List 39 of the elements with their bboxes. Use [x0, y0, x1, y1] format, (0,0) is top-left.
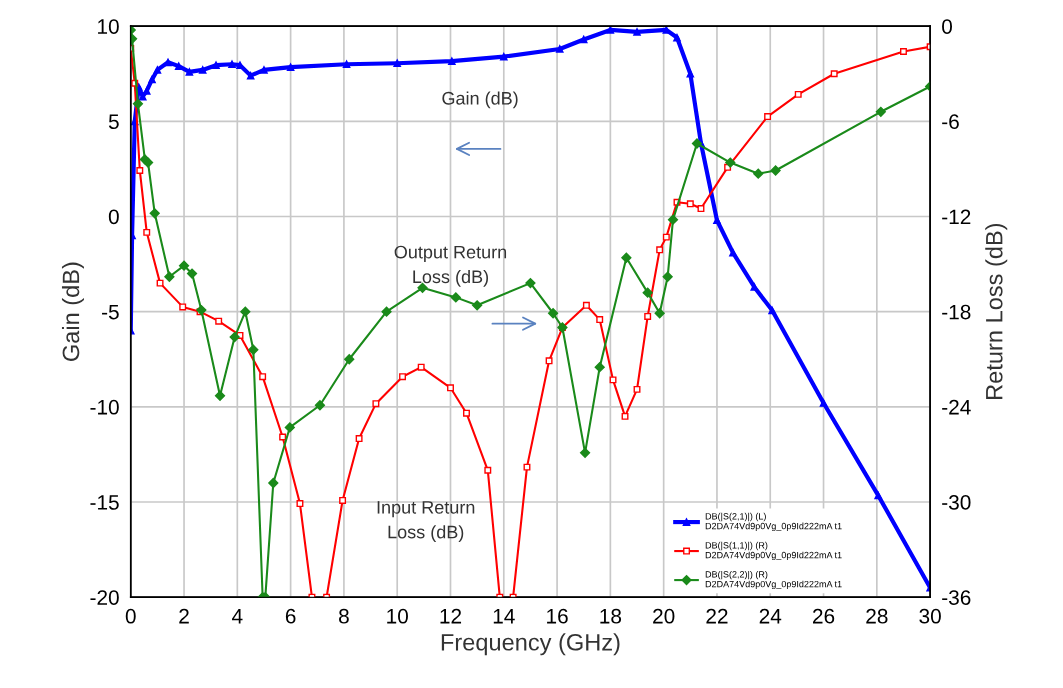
y-axis-title: Gain (dB)	[61, 262, 84, 361]
y2-tick-label: -6	[942, 114, 959, 130]
y-tick-label: 5	[108, 114, 119, 130]
x-tick-label: 4	[232, 609, 243, 624]
y2-tick-label: -12	[942, 209, 971, 225]
x-tick-label: 20	[653, 608, 675, 624]
x-tick-label: 14	[493, 609, 515, 624]
y-tick-label: -20	[90, 590, 119, 605]
y-tick-label: -15	[90, 495, 119, 510]
y2-axis-title: Return Loss (dB)	[985, 223, 1008, 399]
y2-tick-label: 0	[942, 19, 953, 34]
x-axis-title: Frequency (GHz)	[441, 633, 620, 656]
y2-tick-label: -18	[942, 304, 971, 320]
x-tick-label: 22	[706, 608, 728, 624]
annotation: Output Return Loss (dB)	[394, 245, 507, 287]
x-tick-label: 2	[179, 608, 189, 624]
legend-label: DB(|S(2,2)|) (R) D2DA74Vd9p0Vg_0p9Id222mA t1	[705, 570, 842, 590]
x-tick-label: 26	[813, 608, 835, 624]
x-tick-label: 30	[919, 608, 941, 624]
y2-tick-label: -24	[942, 399, 971, 415]
x-tick-label: 10	[387, 608, 408, 624]
y-tick-label: -5	[102, 304, 119, 320]
annotation: Gain (dB)	[442, 91, 518, 109]
x-tick-label: 18	[600, 608, 622, 624]
y-tick-label: 0	[108, 209, 119, 225]
x-tick-label: 0	[125, 608, 136, 624]
annotation: Input Return Loss (dB)	[377, 501, 475, 542]
x-tick-label: 16	[547, 608, 568, 624]
legend-label: DB(|S(2,1)|) (L) D2DA74Vd9p0Vg_0p9Id222mA t1	[705, 512, 842, 532]
y2-tick-label: -36	[942, 590, 971, 605]
y-tick-label: -10	[90, 399, 119, 415]
x-tick-label: 6	[285, 608, 296, 624]
x-tick-label: 24	[759, 608, 782, 624]
y-tick-label: 10	[98, 19, 119, 34]
x-tick-label: 28	[866, 608, 888, 624]
x-tick-label: 8	[339, 608, 349, 624]
y2-tick-label: -30	[942, 495, 971, 510]
x-tick-label: 12	[440, 608, 462, 624]
legend-label: DB(|S(1,1)|) (R) D2DA74Vd9p0Vg_0p9Id222mA t1	[705, 541, 842, 561]
